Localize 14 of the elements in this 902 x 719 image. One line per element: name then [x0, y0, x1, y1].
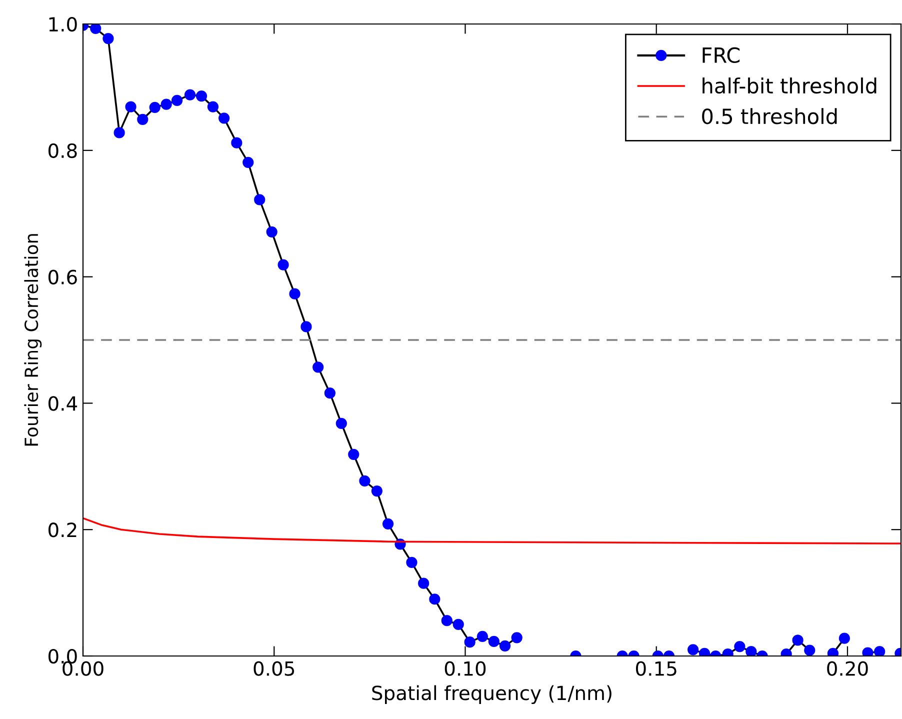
x-axis-title: Spatial frequency (1/nm) — [372, 685, 612, 704]
y-tick-label: 0.2 — [48, 522, 76, 538]
x-tick-label: 0.15 — [636, 661, 676, 676]
y-tick-label: 0.8 — [48, 143, 77, 158]
y-tick-label: 0.4 — [48, 396, 78, 411]
legend-label: FRC — [702, 47, 740, 64]
legend-label: 0.5 threshold — [702, 108, 837, 124]
legend-label: half-bit threshold — [702, 77, 876, 94]
x-tick-label: 0.10 — [444, 661, 486, 676]
y-tick-label: 1.0 — [49, 16, 77, 32]
x-tick-label: 0.05 — [254, 661, 294, 676]
x-tick-label: 0.20 — [827, 661, 868, 676]
y-tick-label: 0.6 — [48, 270, 77, 284]
y-axis-title: Fourier Ring Correlation — [24, 234, 42, 446]
